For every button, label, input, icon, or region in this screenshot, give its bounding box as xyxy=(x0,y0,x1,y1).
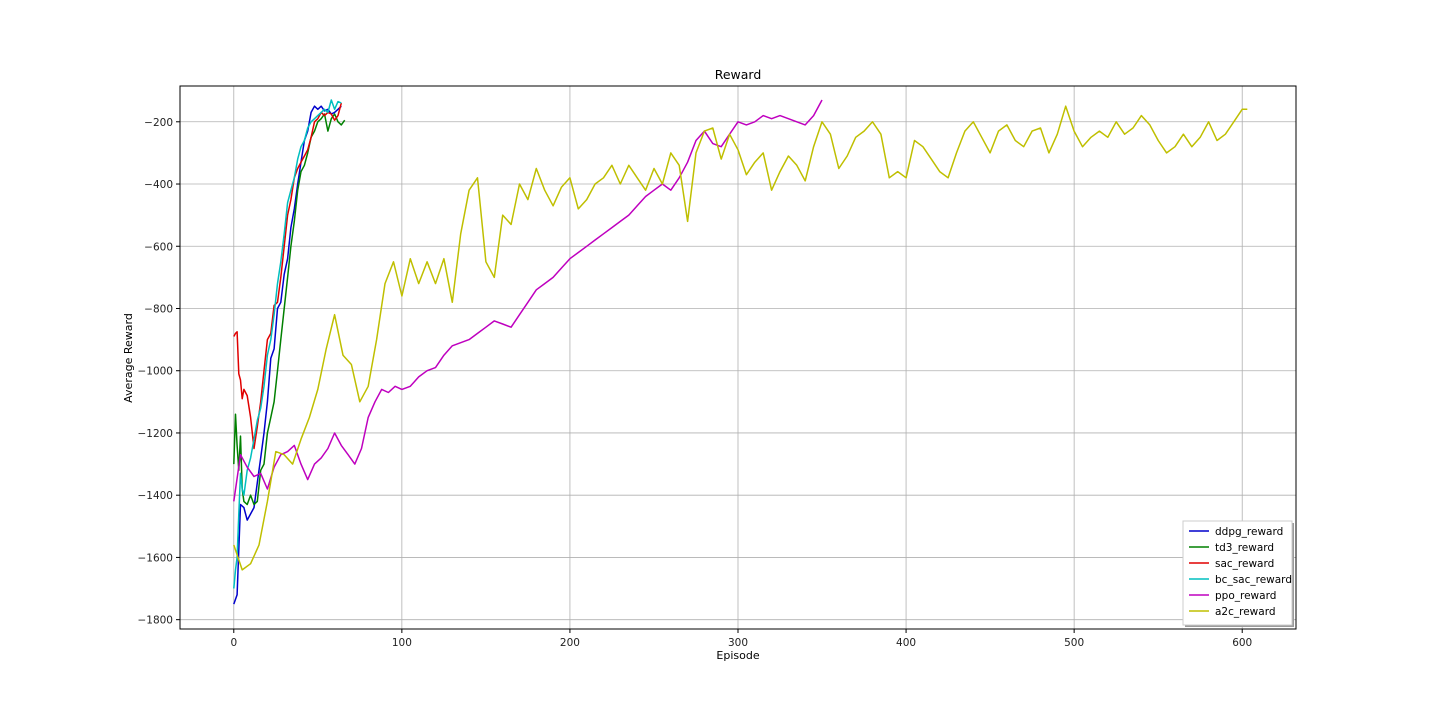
y-tick-label: −200 xyxy=(144,117,173,129)
legend-label: ppo_reward xyxy=(1215,590,1276,602)
x-tick-label: 500 xyxy=(1064,637,1084,649)
x-tick-label: 200 xyxy=(560,637,580,649)
legend-label: a2c_reward xyxy=(1215,606,1276,618)
y-tick-label: −1600 xyxy=(137,552,173,564)
y-tick-label: −1000 xyxy=(137,366,173,378)
legend-box xyxy=(1182,520,1293,626)
legend-label: sac_reward xyxy=(1215,558,1274,570)
series-line-a2c-reward xyxy=(233,105,1248,571)
grid xyxy=(180,86,1296,629)
y-tick-label: −400 xyxy=(144,179,173,191)
axis-ticks: 0 100 200 300 400 500 600 −1800 −1600 −1400 −1200 −… xyxy=(137,117,1252,649)
y-axis-label: Average Reward xyxy=(122,313,135,403)
series-line-sac-reward xyxy=(233,102,343,450)
x-tick-label: 300 xyxy=(728,637,748,649)
legend-label: bc_sac_reward xyxy=(1215,574,1292,586)
legend-label: td3_reward xyxy=(1215,542,1274,554)
x-tick-label: 0 xyxy=(230,637,237,649)
series-lines xyxy=(233,99,1248,605)
x-tick-label: 600 xyxy=(1232,637,1252,649)
x-axis-label: Episode xyxy=(716,649,759,662)
x-tick-label: 400 xyxy=(896,637,916,649)
y-tick-label: −800 xyxy=(144,303,173,315)
y-tick-label: −1400 xyxy=(137,490,173,502)
y-tick-label: −600 xyxy=(144,241,173,253)
y-tick-label: −1800 xyxy=(137,615,173,627)
series-line-bc-sac-reward xyxy=(233,99,342,589)
chart-title: Reward xyxy=(715,67,762,82)
series-line-td3-reward xyxy=(233,113,346,506)
y-tick-label: −1200 xyxy=(137,428,173,440)
legend-label: ddpg_reward xyxy=(1215,526,1283,538)
legend: ddpg_reward td3_reward sac_reward bc_sac_re… xyxy=(1182,520,1294,627)
x-tick-label: 100 xyxy=(392,637,412,649)
